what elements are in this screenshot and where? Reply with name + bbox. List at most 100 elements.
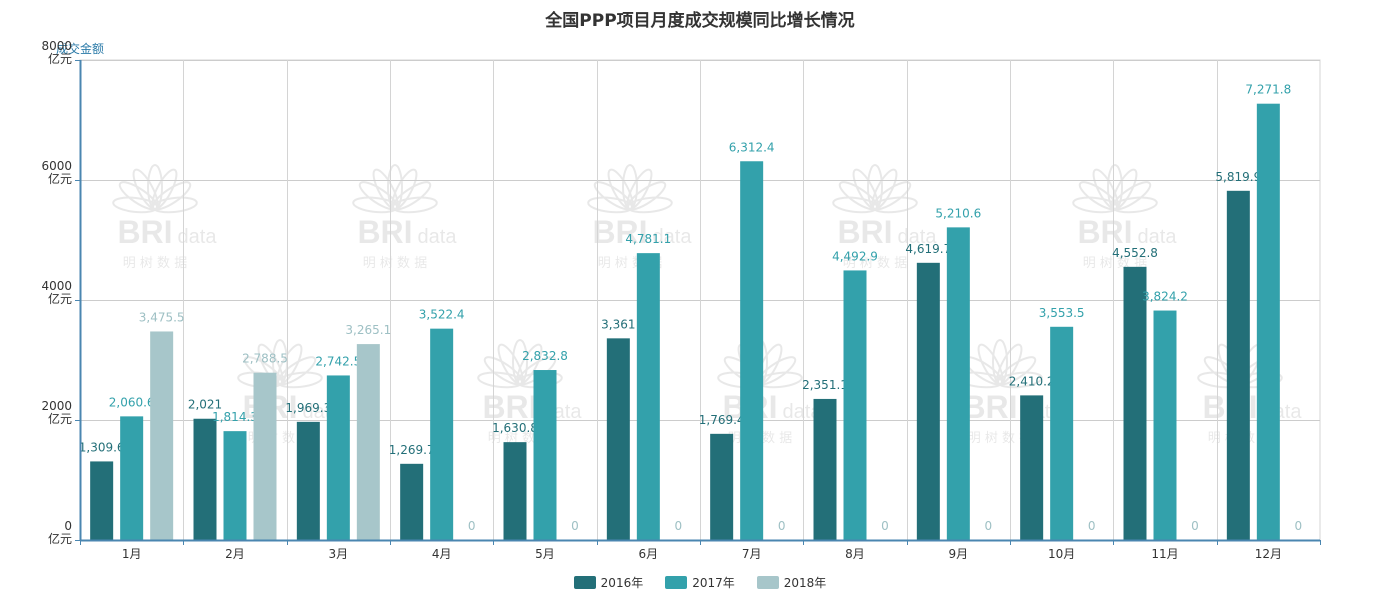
watermark-sub: data — [1138, 226, 1178, 248]
watermark-leaf-icon — [996, 356, 1037, 386]
bar — [1153, 310, 1177, 540]
watermark-cn: 明 树 数 据 — [843, 256, 907, 271]
y-tick-label: 6000 — [41, 159, 72, 173]
data-label: 0 — [985, 519, 993, 533]
watermark-leaf-icon — [132, 168, 159, 211]
bar — [223, 431, 247, 540]
bar — [1050, 326, 1074, 540]
data-label: 7,271.8 — [1245, 83, 1291, 97]
watermark-sub: data — [418, 226, 458, 248]
data-label: 0 — [881, 519, 889, 533]
watermark-leaf-icon — [257, 343, 284, 386]
data-label: 3,265.1 — [345, 323, 391, 337]
watermark-leaf-icon — [996, 371, 1043, 389]
watermark-leaf-icon — [622, 164, 638, 210]
data-label: 4,492.9 — [832, 249, 878, 263]
legend-item[interactable]: 2018年 — [756, 574, 826, 591]
legend-label: 2017年 — [692, 576, 735, 590]
watermark-leaf-icon — [832, 196, 879, 214]
watermark-brand: BRI — [117, 214, 172, 250]
bar — [503, 442, 527, 540]
watermark-leaf-icon — [1072, 196, 1119, 214]
watermark-leaf-icon — [151, 168, 178, 211]
bar — [253, 372, 277, 540]
data-label: 1,630.8 — [492, 421, 538, 435]
watermark-sub: data — [653, 226, 693, 248]
data-label: 5,210.6 — [935, 206, 981, 220]
data-label: 3,522.4 — [419, 308, 465, 322]
bar — [150, 331, 174, 540]
bar — [1123, 266, 1147, 540]
bar — [120, 416, 144, 540]
watermark-leaf-icon — [1092, 168, 1119, 211]
data-label: 0 — [1295, 519, 1303, 533]
y-tick-unit: 亿元 — [48, 411, 72, 426]
watermark-leaf-icon — [118, 181, 159, 211]
legend: 2016年 2017年 2018年 — [0, 574, 1400, 591]
watermark-leaf-icon — [1078, 181, 1119, 211]
watermark-leaf-icon — [151, 196, 198, 214]
data-label: 2,410.2 — [1009, 374, 1055, 388]
data-label: 3,475.5 — [139, 310, 185, 324]
data-label: 0 — [1088, 519, 1096, 533]
data-label: 0 — [1191, 519, 1199, 533]
y-tick-label: 0 — [64, 519, 72, 533]
watermark-leaf-icon — [151, 181, 192, 211]
watermark-leaf-icon — [516, 343, 543, 386]
watermark-leaf-icon — [838, 181, 879, 211]
watermark-leaf-icon — [276, 343, 303, 386]
data-label: 6,312.4 — [729, 140, 775, 154]
data-label: 0 — [778, 519, 786, 533]
watermark-leaf-icon — [477, 371, 524, 389]
bar — [813, 398, 837, 540]
legend-item[interactable]: 2017年 — [665, 574, 735, 591]
y-tick-unit: 亿元 — [48, 531, 72, 546]
bar — [916, 262, 940, 540]
watermark-leaf-icon — [391, 168, 418, 211]
x-tick-label: 3月 — [329, 547, 349, 561]
chart-title: 全国PPP项目月度成交规模同比增长情况 — [545, 11, 855, 31]
watermark-leaf-icon — [871, 168, 898, 211]
watermark-leaf-icon — [871, 196, 918, 214]
data-label: 4,552.8 — [1112, 246, 1158, 260]
watermark-cn: 明 树 数 据 — [123, 256, 187, 271]
bar — [296, 421, 320, 540]
legend-swatch — [756, 576, 779, 589]
x-tick-label: 8月 — [845, 547, 865, 561]
watermark-leaf-icon — [112, 196, 159, 214]
data-label: 2,832.8 — [522, 349, 568, 363]
bar — [356, 344, 380, 540]
data-label: 1,969.3 — [285, 401, 331, 415]
x-tick-label: 12月 — [1255, 547, 1282, 561]
watermark-leaf-icon — [626, 196, 673, 214]
bar — [740, 161, 764, 541]
watermark-leaf-icon — [276, 371, 323, 389]
data-label: 0 — [571, 519, 579, 533]
legend-item[interactable]: 2016年 — [573, 574, 643, 591]
bar — [326, 375, 350, 540]
data-label: 4,781.1 — [625, 232, 671, 246]
watermark-brand: BRI — [482, 389, 537, 425]
watermark-brand: BRI — [1077, 214, 1132, 250]
bar — [1226, 190, 1250, 540]
watermark-leaf-icon — [391, 181, 432, 211]
data-label: 1,269.7 — [389, 443, 435, 457]
x-tick-label: 10月 — [1048, 547, 1075, 561]
watermark-brand: BRI — [592, 214, 647, 250]
x-tick-label: 6月 — [639, 547, 659, 561]
bar — [90, 461, 114, 540]
watermark-leaf-icon — [626, 168, 653, 211]
watermark-sub: data — [783, 401, 823, 423]
bar — [606, 338, 630, 540]
x-tick-label: 5月 — [535, 547, 555, 561]
watermark-brand: BRI — [962, 389, 1017, 425]
watermark-leaf-icon — [372, 168, 399, 211]
y-tick-label: 2000 — [41, 399, 72, 413]
data-label: 2,351.1 — [802, 378, 848, 392]
